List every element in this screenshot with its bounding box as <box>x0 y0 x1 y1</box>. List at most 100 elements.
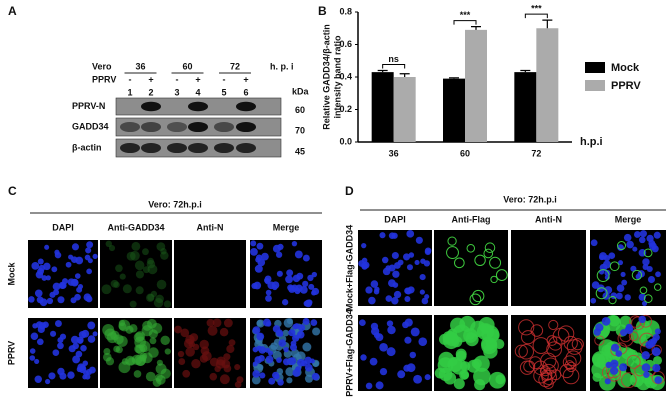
cell <box>278 339 287 347</box>
cell <box>84 254 91 261</box>
row-label: PPRV+Flag-GADD34 <box>344 309 354 397</box>
cell <box>113 281 120 289</box>
band <box>214 121 234 133</box>
cell <box>623 233 632 242</box>
cell <box>591 281 600 289</box>
cell <box>31 262 40 270</box>
row-label: PPRV <box>6 341 16 365</box>
cell <box>610 292 618 300</box>
lane-number: 6 <box>243 87 248 97</box>
cell <box>448 357 458 367</box>
cell <box>630 265 637 272</box>
cell <box>92 253 98 260</box>
cell <box>147 318 157 329</box>
cell <box>209 357 219 367</box>
cell <box>370 322 379 331</box>
cell <box>419 289 425 295</box>
cell <box>414 259 420 266</box>
cell <box>286 269 294 277</box>
cell <box>223 318 233 328</box>
cell <box>444 332 459 347</box>
cell <box>469 293 482 306</box>
lane-number: 4 <box>195 87 200 97</box>
cell <box>152 378 162 387</box>
band <box>188 121 208 133</box>
y-tick-label: 0.4 <box>339 71 352 81</box>
cell <box>226 344 235 354</box>
cell <box>653 283 662 291</box>
cell <box>87 321 96 330</box>
cell <box>129 324 138 333</box>
cell <box>29 348 36 354</box>
cell <box>36 338 44 346</box>
cell <box>118 319 126 327</box>
lane-number: 3 <box>174 87 179 97</box>
cell <box>191 358 201 369</box>
cell <box>268 377 276 385</box>
cell <box>638 236 646 244</box>
blot-kda: 60 <box>295 105 305 115</box>
cell <box>616 292 623 300</box>
bar <box>393 77 416 142</box>
cell <box>375 381 384 390</box>
cell <box>75 350 83 358</box>
cell <box>272 244 281 253</box>
cell <box>310 319 318 326</box>
cell <box>223 364 232 373</box>
infection-sign: - <box>223 74 226 84</box>
error-bar <box>520 69 531 73</box>
cell <box>365 382 373 390</box>
column-header: Anti-Flag <box>452 214 491 224</box>
y-tick-label: 0.0 <box>339 136 352 146</box>
cell <box>379 342 388 352</box>
cell <box>57 367 65 376</box>
cell <box>71 256 78 264</box>
cell <box>385 295 393 302</box>
cell <box>641 363 651 372</box>
cell <box>610 359 619 368</box>
cell <box>257 258 266 267</box>
cell <box>465 332 479 347</box>
cell <box>370 280 379 288</box>
error-bar <box>449 77 459 79</box>
cell <box>620 329 628 337</box>
cell <box>35 321 43 329</box>
panel-label: C <box>8 184 17 198</box>
cell <box>548 319 559 331</box>
x-tick-label: 60 <box>460 148 470 158</box>
cell <box>135 270 144 279</box>
cell <box>254 356 262 364</box>
cell <box>265 289 272 296</box>
cell <box>601 316 611 326</box>
annotation: *** <box>531 4 542 14</box>
cell <box>304 299 313 308</box>
bar <box>371 72 394 142</box>
significance-bracket <box>453 20 477 25</box>
cell <box>290 349 300 358</box>
cell <box>291 240 298 247</box>
cell <box>207 325 218 336</box>
y-tick-label: 0.6 <box>339 39 352 49</box>
lane-number: 5 <box>221 87 226 97</box>
cell <box>361 262 368 269</box>
cell <box>415 236 423 244</box>
cell <box>495 374 506 385</box>
cell <box>311 290 317 296</box>
cell <box>265 355 274 364</box>
cell <box>533 360 548 376</box>
cell <box>295 366 302 373</box>
cell <box>631 316 645 331</box>
cell <box>565 350 582 367</box>
cell <box>160 251 169 260</box>
row-label: Mock+Flag-GADD34 <box>344 225 354 311</box>
micrograph <box>250 240 322 308</box>
cell <box>571 338 584 351</box>
cell <box>131 241 141 251</box>
cell <box>160 335 170 346</box>
cell <box>653 355 663 365</box>
y-tick-label: 0.8 <box>339 6 352 16</box>
timepoint: 36 <box>135 61 145 71</box>
cell <box>387 325 396 335</box>
cell <box>460 370 469 380</box>
